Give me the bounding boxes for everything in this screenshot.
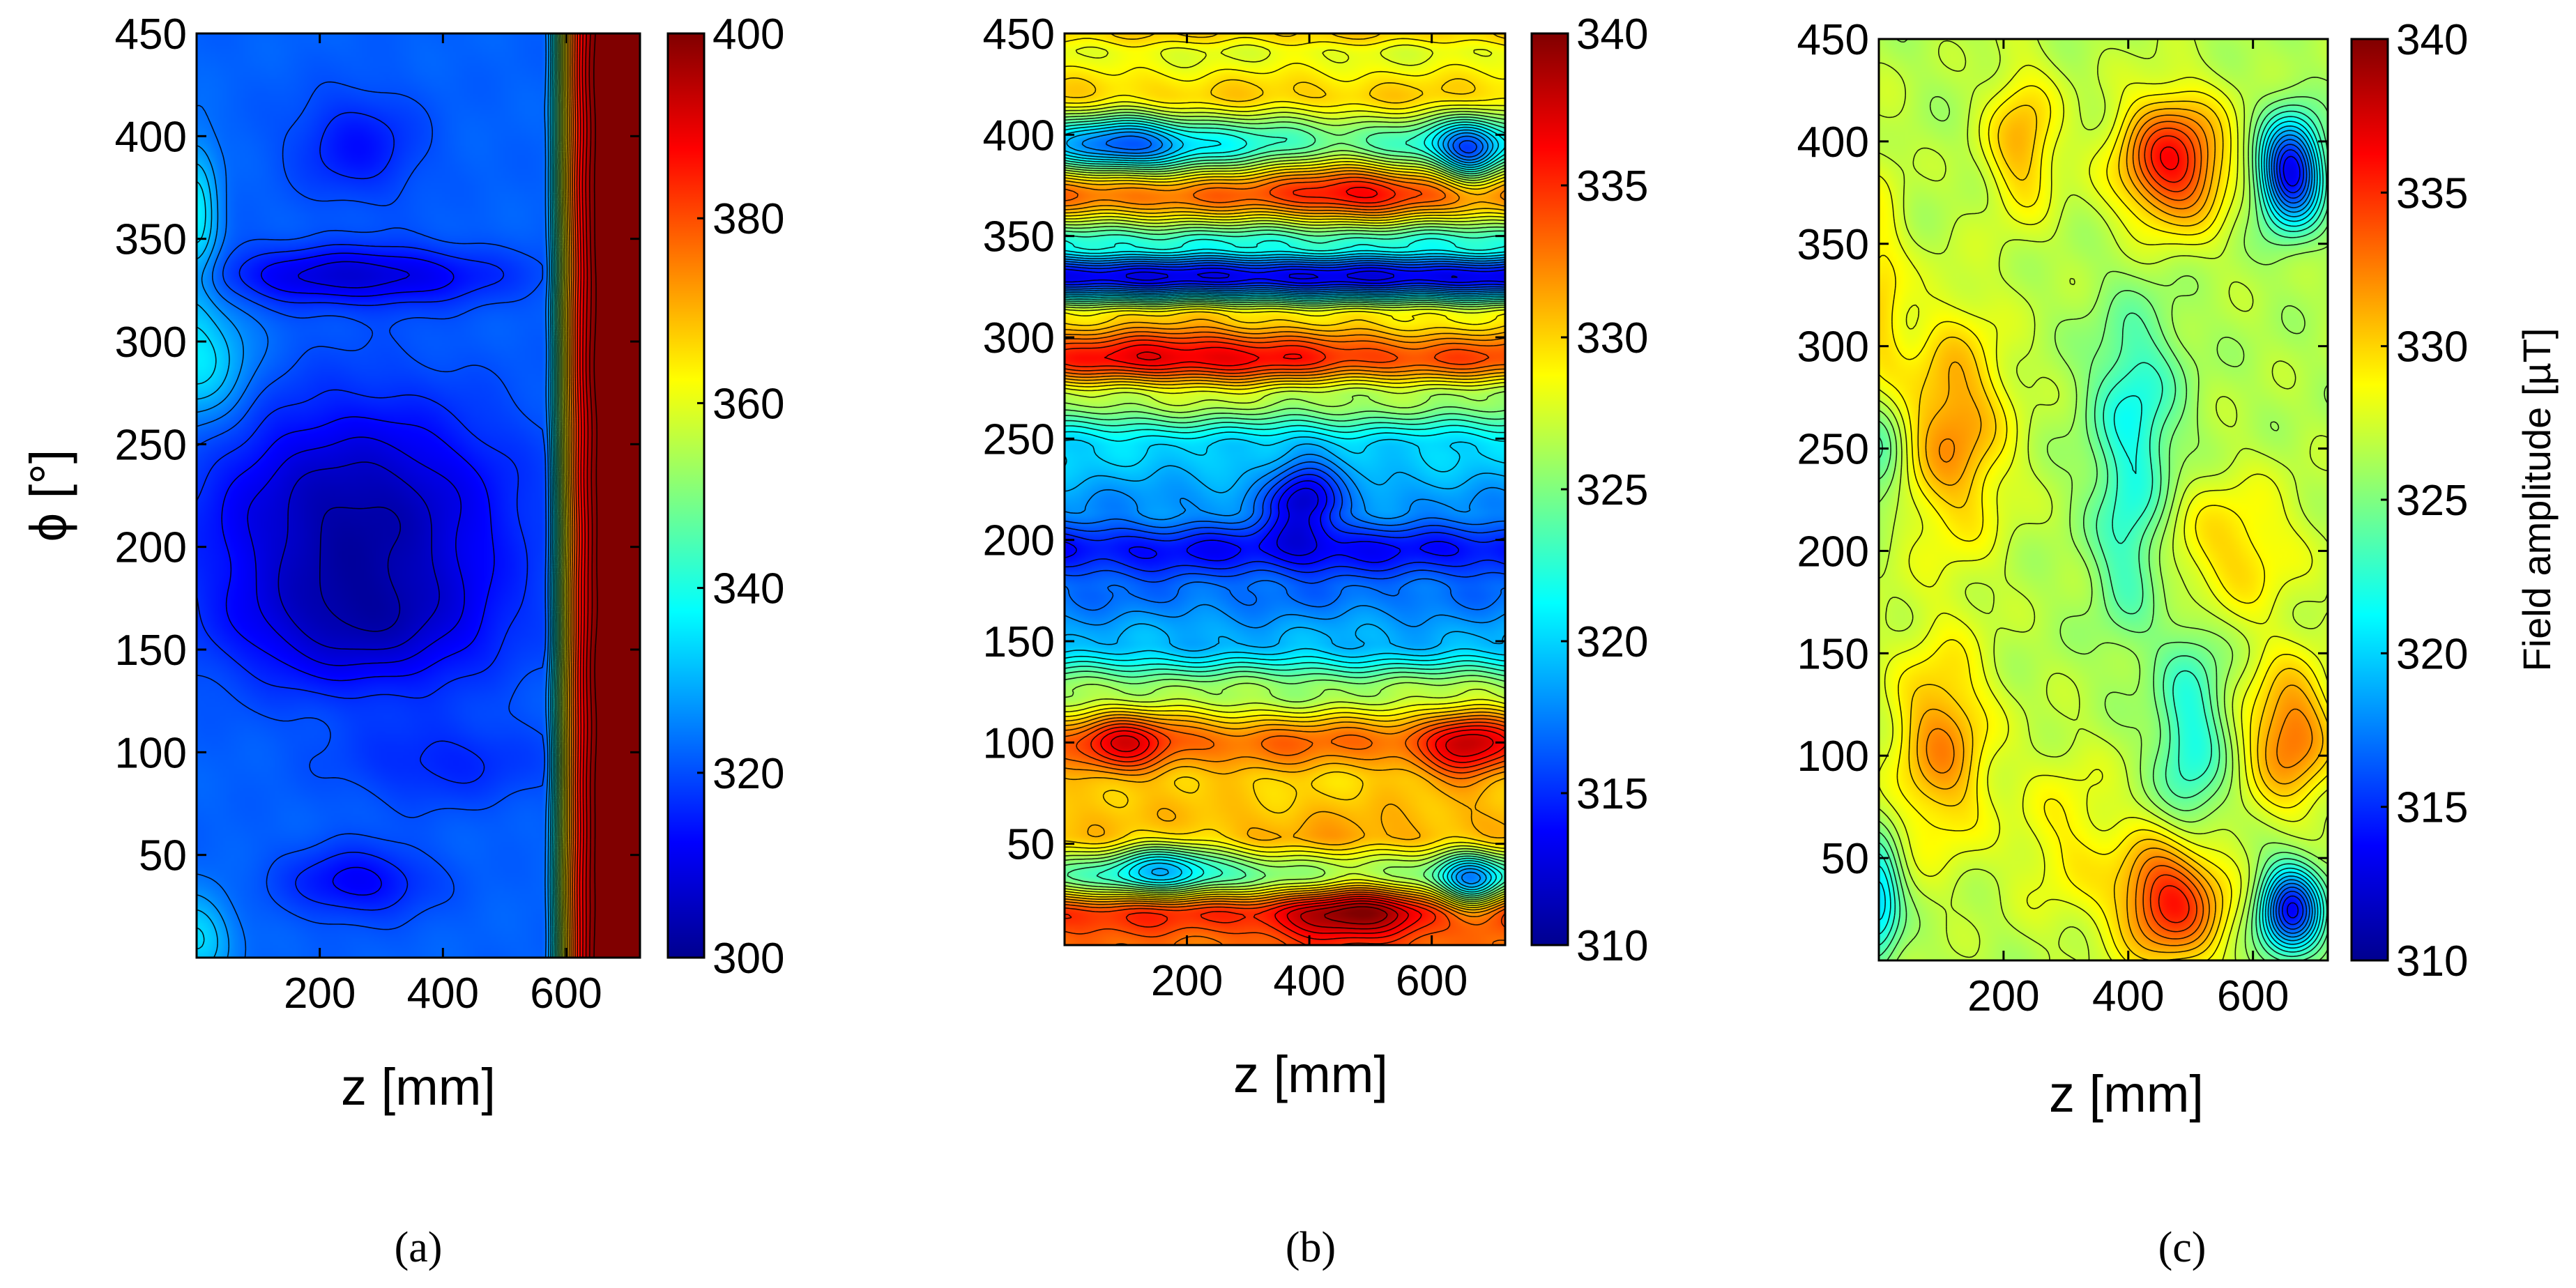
colorbar-ticks-c: 310 315 320 325 330 335 340	[2381, 16, 2468, 986]
y-tick-label: 450	[115, 10, 187, 59]
x-tick-label: 200	[1967, 972, 2039, 1020]
panel-label-b: (b)	[1286, 1224, 1336, 1271]
colorbar-tick-label: 335	[1576, 162, 1648, 210]
x-tick-label: 200	[1151, 957, 1223, 1005]
y-tick-label: 50	[139, 832, 187, 880]
colorbar-tick-label: 325	[1576, 466, 1648, 514]
y-tick-label: 300	[1797, 323, 1869, 371]
y-tick-label: 100	[983, 719, 1055, 767]
colorbar-tick-label: 315	[1576, 770, 1648, 818]
colorbar-tick-label: 310	[2396, 937, 2468, 986]
colorbar-tick-label: 325	[2396, 477, 2468, 525]
y-tick-label: 400	[1797, 118, 1869, 167]
y-tick-label: 50	[1821, 835, 1869, 883]
colorbar-tick-label: 340	[1576, 10, 1648, 59]
plot-frame-a	[195, 32, 641, 959]
y-tick-label: 100	[1797, 733, 1869, 781]
x-ticks-c: 200 400 600	[1967, 39, 2289, 1020]
colorbar-tick-label: 310	[1576, 922, 1648, 970]
y-ticks-a: 50 100 150 200 250 300 350 400 450	[115, 10, 640, 880]
y-tick-label: 400	[115, 113, 187, 161]
panel-c: 50 100 150 200 250 300 350 400 450 200 400 600 z […	[1797, 16, 2559, 1271]
colorbar-tick-label: 315	[2396, 784, 2468, 832]
colorbar-tick-label: 330	[1576, 314, 1648, 362]
x-tick-label: 600	[1396, 957, 1468, 1005]
contour-path	[1064, 33, 1506, 946]
x-tick-label: 400	[2092, 972, 2164, 1020]
panel-a: 50 100 150 200 250 300 350 400 450 200 400 600 z […	[20, 10, 784, 1271]
y-tick-label: 250	[983, 415, 1055, 463]
x-ticks-a: 200 400 600	[284, 33, 602, 1018]
colorbar-tick-label: 360	[712, 380, 784, 428]
colorbar-tick-label: 300	[712, 935, 784, 983]
y-tick-label: 250	[115, 421, 187, 469]
plot-frame-b	[1063, 32, 1507, 946]
colorbar-tick-label: 340	[2396, 16, 2468, 64]
colorbar-tick-label: 320	[1576, 618, 1648, 666]
colorbar-ticks-a: 300 320 340 360 380 400	[697, 10, 784, 983]
y-axis-label-a: ϕ [°]	[20, 450, 77, 542]
x-axis-label-c: z [mm]	[2049, 1065, 2204, 1123]
colorbar-tick-label: 380	[712, 195, 784, 243]
colorbar-tick-label: 320	[2396, 630, 2468, 678]
x-tick-label: 400	[1273, 957, 1345, 1005]
colorbar-ticks-b: 310 315 320 325 330 335 340	[1561, 10, 1648, 970]
heatmap-b	[1065, 33, 1505, 945]
y-tick-label: 150	[983, 618, 1055, 666]
y-ticks-c: 50 100 150 200 250 300 350 400 450	[1797, 16, 2328, 883]
x-tick-label: 400	[407, 969, 479, 1018]
x-tick-label: 600	[530, 969, 602, 1018]
colorbar-tick-label: 400	[712, 10, 784, 59]
y-tick-label: 400	[983, 112, 1055, 160]
x-axis-label-a: z [mm]	[341, 1058, 496, 1116]
y-tick-label: 50	[1007, 821, 1055, 869]
panel-label-c: (c)	[2158, 1224, 2207, 1271]
y-tick-label: 300	[983, 314, 1055, 362]
colorbar-tick-label: 340	[712, 565, 784, 613]
y-tick-label: 250	[1797, 426, 1869, 474]
y-tick-label: 100	[115, 729, 187, 777]
y-tick-label: 150	[1797, 630, 1869, 678]
colorbar-label-c: Field amplitude [µT]	[2515, 328, 2559, 672]
contour-path	[1878, 38, 2329, 961]
x-tick-label: 200	[284, 969, 356, 1018]
y-tick-label: 200	[115, 524, 187, 572]
plot-frame-c	[1877, 38, 2329, 962]
colorbar-tick-label: 330	[2396, 323, 2468, 371]
colorbar-tick-label: 320	[712, 750, 784, 798]
contour-lines-b	[1064, 33, 1506, 946]
y-tick-label: 450	[983, 10, 1055, 59]
colorbar-a	[666, 32, 706, 959]
y-tick-label: 300	[115, 319, 187, 367]
contour-path	[196, 33, 598, 958]
panel-label-a: (a)	[395, 1224, 443, 1271]
panel-b: 50 100 150 200 250 300 350 400 450 200 400 600 z […	[983, 10, 1649, 1271]
x-tick-label: 600	[2217, 972, 2289, 1020]
contour-lines-a	[196, 33, 598, 958]
colorbar-tick-label: 335	[2396, 169, 2468, 217]
y-tick-label: 450	[1797, 16, 1869, 64]
y-tick-label: 350	[983, 213, 1055, 261]
x-ticks-b: 200 400 600	[1151, 33, 1468, 1005]
y-tick-label: 150	[115, 627, 187, 675]
y-tick-label: 200	[1797, 528, 1869, 576]
y-ticks-b: 50 100 150 200 250 300 350 400 450	[983, 10, 1505, 869]
y-tick-label: 200	[983, 517, 1055, 565]
y-tick-label: 350	[115, 216, 187, 264]
contour-lines-c	[1878, 38, 2329, 961]
y-tick-label: 350	[1797, 221, 1869, 269]
x-axis-label-b: z [mm]	[1233, 1045, 1388, 1103]
